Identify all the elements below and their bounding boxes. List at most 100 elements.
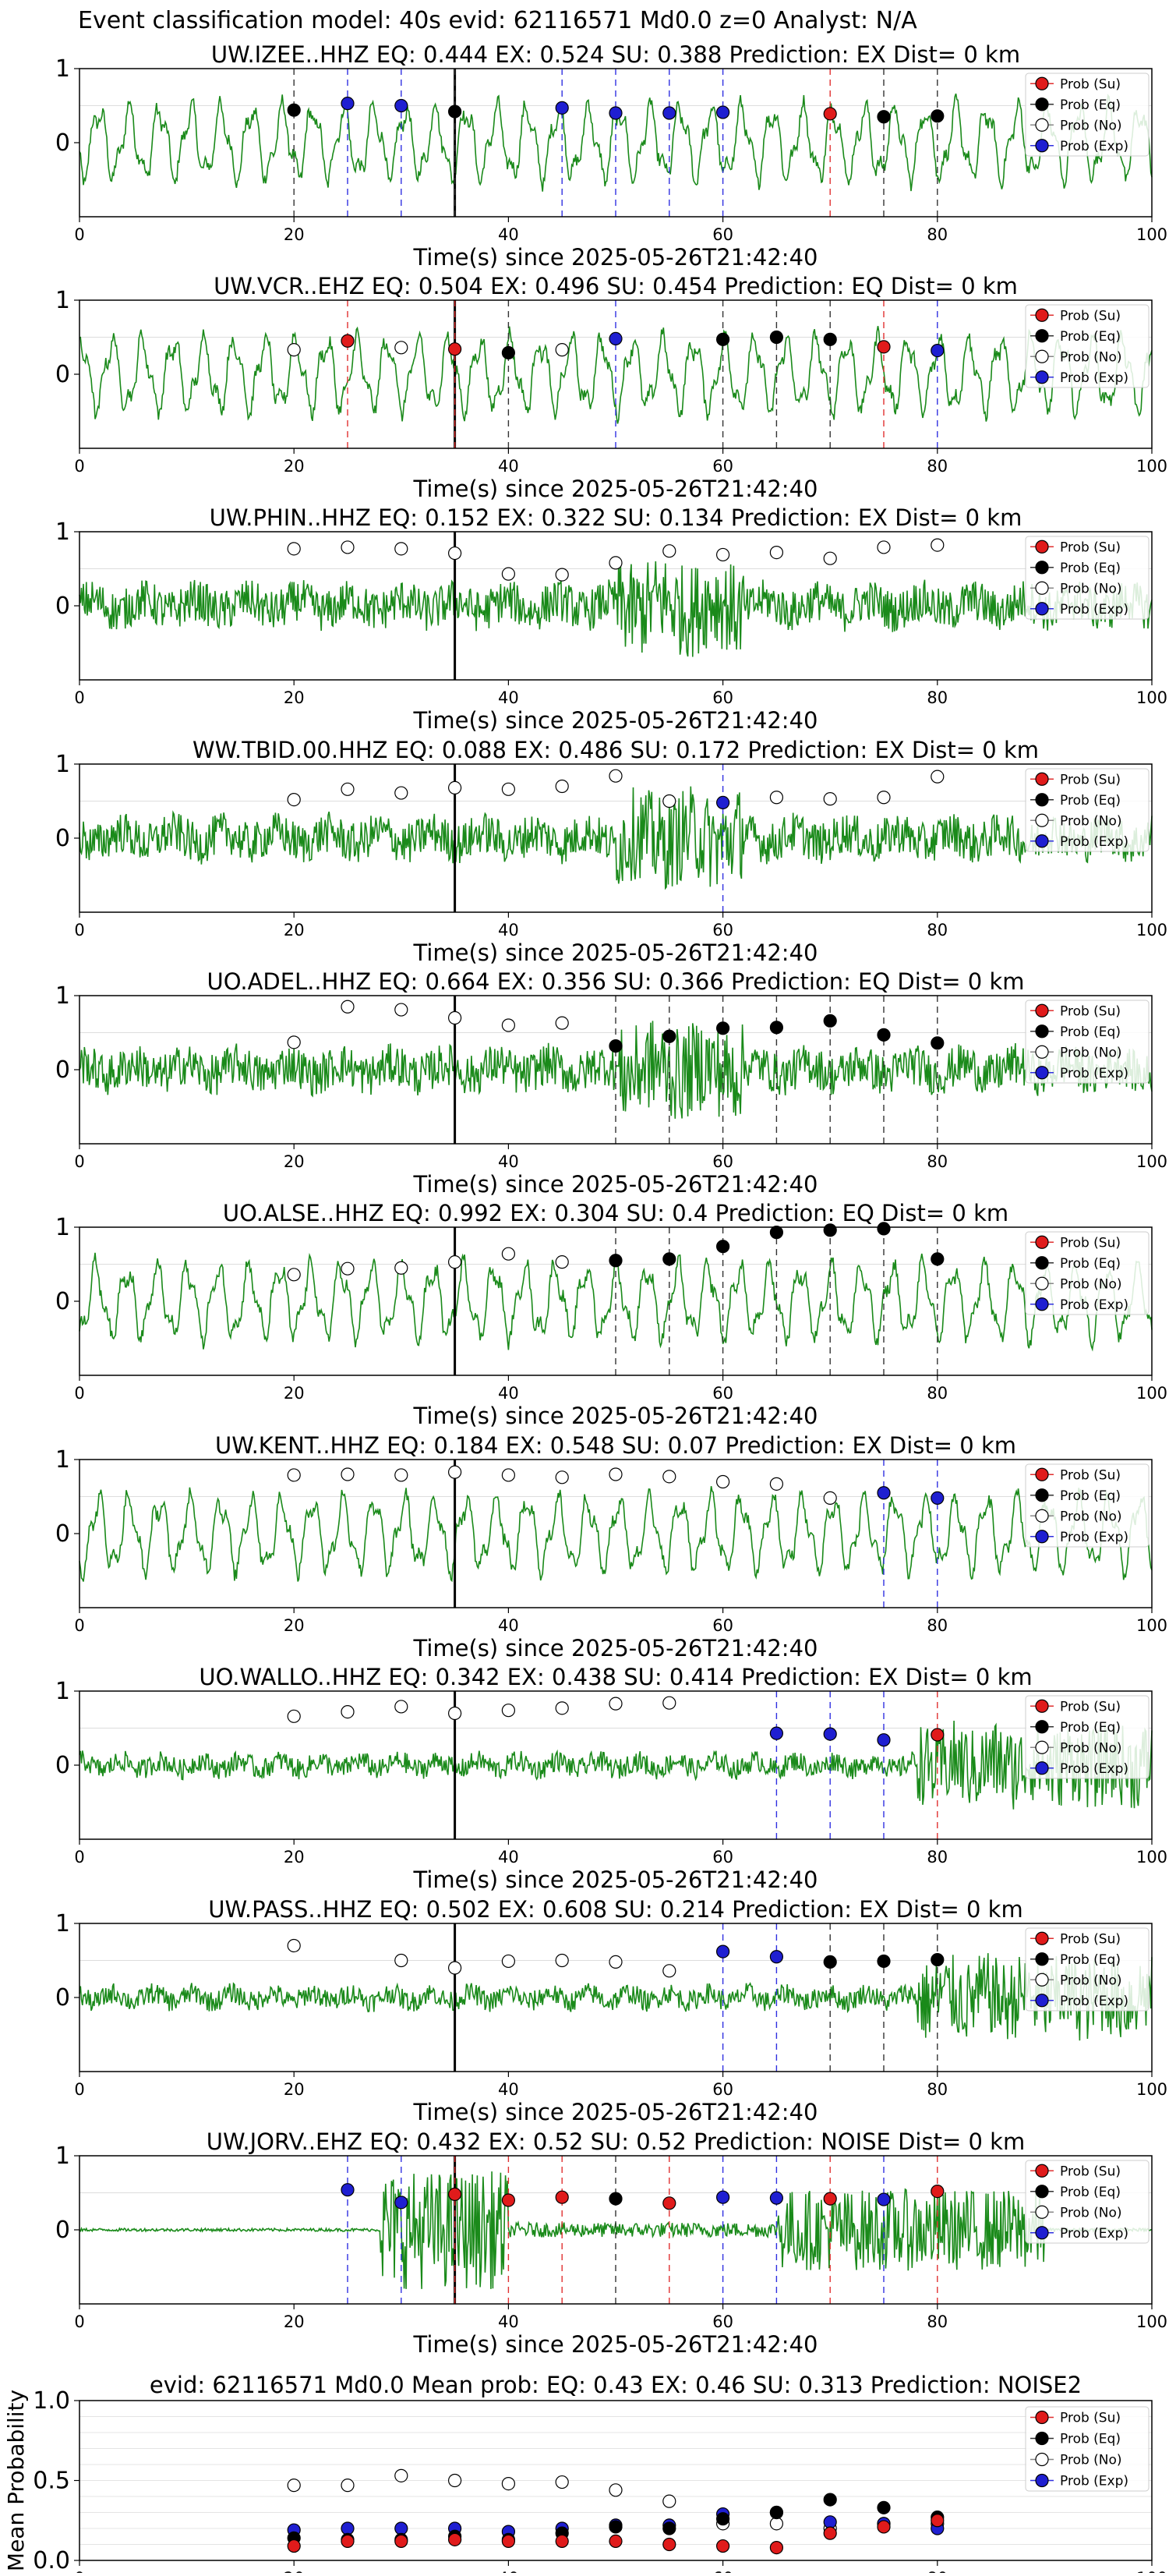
x-tick-label: 40 — [498, 1848, 519, 1867]
legend-marker — [1035, 813, 1049, 827]
prob-marker — [609, 1955, 623, 1969]
x-tick-label: 60 — [712, 688, 733, 707]
x-axis-label: Time(s) since 2025-05-26T21:42:40 — [413, 244, 818, 271]
mean-marker — [769, 2517, 784, 2531]
legend-label: Prob (Su) — [1060, 1003, 1121, 1019]
station-panel: 0 20 40 60 80 100 1 0 UO.ALSE..HHZ EQ: 0.992 EX:… — [55, 1200, 1167, 1429]
legend-label: Prob (Su) — [1060, 772, 1121, 787]
mean-marker — [609, 2483, 623, 2497]
prob-marker — [394, 542, 408, 556]
x-tick-label: 20 — [284, 2569, 305, 2573]
prob-marker — [877, 1222, 891, 1236]
x-axis-label: Time(s) since 2025-05-26T21:42:40 — [413, 1635, 818, 1661]
prob-marker — [555, 568, 569, 582]
prob-marker — [287, 1268, 301, 1282]
prob-marker — [823, 332, 837, 346]
x-tick-label: 100 — [1136, 2312, 1167, 2331]
y-tick-label: 1 — [55, 751, 70, 778]
x-tick-label: 0 — [74, 2312, 84, 2331]
prob-marker — [287, 542, 301, 556]
station-panel: 0 20 40 60 80 100 1 0 UW.JORV..EHZ EQ: 0.432 EX:… — [55, 2128, 1167, 2358]
prob-marker — [823, 1727, 837, 1741]
mean-marker — [769, 2541, 784, 2555]
legend-label: Prob (Su) — [1060, 540, 1121, 555]
x-tick-label: 60 — [712, 2569, 733, 2573]
legend-marker — [1035, 329, 1049, 343]
prob-marker — [394, 786, 408, 800]
legend-box — [1025, 1695, 1150, 1779]
prob-marker — [501, 1468, 516, 1482]
mean-marker — [931, 2514, 945, 2528]
prob-marker — [287, 792, 301, 807]
x-tick-label: 40 — [498, 1152, 519, 1171]
prob-marker — [555, 101, 569, 115]
y-tick-label: 1 — [55, 1446, 70, 1474]
legend-marker — [1035, 2164, 1049, 2178]
waveform-trace — [79, 1953, 1153, 2041]
x-axis-label: Time(s) since 2025-05-26T21:42:40 — [413, 1171, 818, 1198]
prob-marker — [931, 770, 945, 784]
prob-marker — [662, 2196, 676, 2210]
x-tick-label: 20 — [284, 921, 305, 939]
prob-marker — [609, 106, 623, 120]
station-panel: 0 20 40 60 80 100 1 0 UW.PHIN..HHZ EQ: 0.152 EX:… — [55, 504, 1167, 734]
prob-marker — [931, 344, 945, 358]
x-tick-label: 0 — [74, 1152, 84, 1171]
legend-marker — [1035, 1509, 1049, 1523]
prob-marker — [501, 782, 516, 796]
prob-marker — [823, 792, 837, 806]
mean-marker — [877, 2520, 891, 2534]
prob-marker — [341, 1467, 355, 1481]
legend-marker — [1035, 602, 1049, 616]
y-tick-label: 0 — [55, 1752, 70, 1779]
y-tick-label: 0 — [55, 2217, 70, 2244]
prob-marker — [447, 546, 462, 561]
prob-marker — [931, 1491, 945, 1506]
prob-marker — [769, 1226, 784, 1240]
y-tick-label: 0.5 — [33, 2468, 70, 2495]
prob-marker — [501, 1954, 516, 1969]
prob-marker — [823, 551, 837, 565]
prob-marker — [715, 1240, 730, 1254]
prob-marker — [447, 780, 462, 795]
legend-label: Prob (Eq) — [1060, 793, 1121, 809]
prob-marker — [609, 1467, 623, 1481]
legend-marker — [1035, 1024, 1049, 1039]
x-tick-label: 100 — [1136, 1152, 1167, 1171]
legend-marker — [1035, 2431, 1049, 2446]
x-tick-label: 20 — [284, 1848, 305, 1867]
prob-marker — [931, 538, 945, 552]
x-tick-label: 100 — [1136, 1616, 1167, 1635]
prob-marker — [501, 1247, 516, 1261]
legend-marker — [1035, 1973, 1049, 1987]
x-tick-label: 0 — [74, 1848, 84, 1867]
legend-box — [1025, 1231, 1150, 1315]
x-tick-label: 20 — [284, 2080, 305, 2099]
mean-marker — [662, 2537, 676, 2552]
x-tick-label: 20 — [284, 225, 305, 244]
prob-marker — [769, 791, 784, 805]
x-tick-label: 0 — [74, 688, 84, 707]
legend-label: Prob (Su) — [1060, 76, 1121, 92]
prob-marker — [877, 2192, 891, 2206]
x-tick-label: 20 — [284, 688, 305, 707]
y-tick-label: 1 — [55, 518, 70, 546]
prob-marker — [662, 106, 676, 120]
legend-marker — [1035, 1467, 1049, 1481]
legend-marker — [1035, 1931, 1049, 1945]
prob-marker — [877, 110, 891, 124]
legend-label: Prob (Exp) — [1060, 602, 1128, 617]
x-tick-label: 0 — [74, 225, 84, 244]
legend-label: Prob (No) — [1060, 1740, 1122, 1756]
x-tick-label: 0 — [74, 921, 84, 939]
prob-marker — [341, 97, 355, 111]
legend-label: Prob (Su) — [1060, 2411, 1121, 2426]
waveform-trace — [79, 1252, 1153, 1352]
legend-label: Prob (No) — [1060, 118, 1122, 133]
x-tick-label: 40 — [498, 1384, 519, 1403]
prob-marker — [287, 1938, 301, 1953]
mean-marker — [715, 2539, 730, 2553]
x-tick-label: 100 — [1136, 1848, 1167, 1867]
